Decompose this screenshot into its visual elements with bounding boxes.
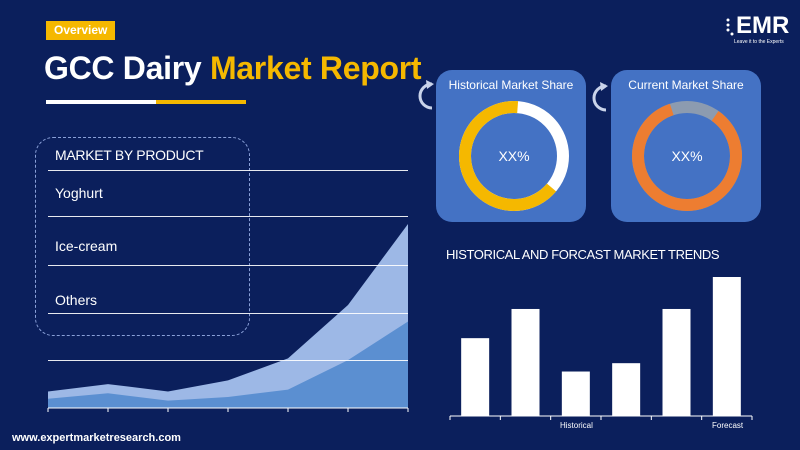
product-item-yoghurt: Yoghurt	[55, 185, 103, 201]
title-accent: Market Report	[209, 50, 422, 86]
emr-logo: EMR Leave it to the Experts	[722, 8, 792, 48]
title-underline	[46, 100, 246, 104]
trend-bar	[612, 363, 641, 416]
x-label-forecast: Forecast	[712, 421, 744, 430]
title-main: GCC Dairy	[44, 50, 202, 86]
refresh-arrow-icon	[426, 80, 434, 89]
refresh-arrow-icon	[600, 82, 608, 91]
market-by-product-panel	[35, 137, 250, 336]
area-series-total	[48, 224, 408, 408]
current-share-title: Current Market Share	[628, 78, 744, 92]
current-share-value: XX%	[671, 148, 703, 164]
logo-dots-icon	[726, 18, 734, 36]
area-series-base	[48, 321, 408, 408]
trend-bar	[712, 277, 741, 416]
product-item-others: Others	[55, 292, 98, 308]
trend-bar	[662, 308, 691, 416]
trend-bar	[511, 308, 540, 416]
historical-share-title: Historical Market Share	[448, 78, 574, 92]
trend-bar	[461, 338, 490, 416]
divider-line	[48, 216, 408, 217]
product-item-ice-cream: Ice-cream	[55, 238, 118, 254]
divider-line	[48, 170, 408, 171]
historical-ring-value	[459, 101, 569, 211]
trend-chart-title: HISTORICAL AND FORCAST MARKET TRENDS	[446, 247, 720, 262]
x-label-historical: Historical	[560, 421, 593, 430]
logo-tagline: Leave it to the Experts	[734, 39, 784, 45]
product-panel-heading: MARKET BY PRODUCT	[55, 147, 204, 163]
logo-text: EMR	[736, 12, 790, 39]
page-title: GCC Dairy Market Report	[44, 50, 422, 87]
divider-line	[48, 313, 408, 314]
divider-line	[48, 265, 408, 266]
overview-badge: Overview	[46, 21, 116, 40]
footer-url[interactable]: www.expertmarketresearch.com	[12, 432, 181, 444]
divider-line	[48, 360, 408, 361]
trend-bar	[561, 371, 590, 416]
historical-share-value: XX%	[498, 148, 530, 164]
